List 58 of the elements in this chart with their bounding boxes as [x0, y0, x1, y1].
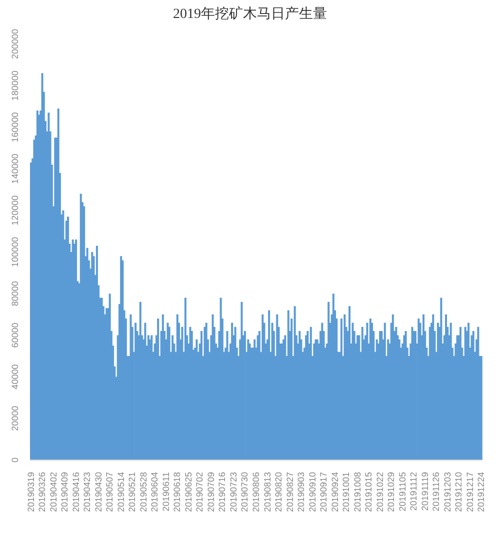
- x-tick-label: 20190730: [240, 472, 250, 512]
- chart-title: 2019年挖矿木马日产生量: [172, 7, 328, 22]
- x-tick-label: 20191224: [476, 472, 486, 512]
- x-tick-label: 20190521: [127, 472, 138, 512]
- x-tick-label: 20190514: [116, 472, 126, 512]
- x-tick-label: 20191112: [408, 472, 419, 511]
- x-tick-label: 20191203: [442, 472, 452, 512]
- x-tick-label: 20191126: [431, 472, 442, 512]
- x-tick-label: 20190924: [330, 472, 340, 512]
- y-tick-label: 80000: [10, 281, 20, 306]
- x-tick-label: 20190611: [160, 472, 171, 512]
- x-tick-label: 20190625: [183, 472, 194, 512]
- x-tick-label: 20190319: [26, 472, 36, 512]
- x-tick-label: 20190618: [172, 472, 182, 512]
- x-tick-label: 20190910: [307, 472, 318, 512]
- x-tick-label: 20190326: [37, 472, 48, 512]
- x-tick-label: 20191119: [420, 472, 430, 511]
- bar: [130, 314, 132, 460]
- x-tick-label: 20190528: [138, 472, 148, 512]
- x-tick-label: 20190813: [262, 472, 272, 512]
- bar: [240, 302, 243, 460]
- y-tick-label: 120000: [10, 195, 20, 226]
- x-tick-label: 20191001: [341, 472, 352, 512]
- y-tick-label: 200000: [10, 28, 20, 60]
- x-tick-label: 20190723: [228, 472, 238, 512]
- x-tick-label: 20190409: [60, 472, 70, 512]
- y-tick-label: 160000: [10, 112, 20, 142]
- x-tick-label: 20190702: [194, 472, 205, 512]
- y-tick-label: 20000: [10, 406, 20, 431]
- x-tick-label: 20190709: [206, 472, 216, 512]
- y-tick-label: 0: [10, 457, 20, 463]
- x-tick-label: 20190430: [93, 472, 104, 512]
- x-tick-label: 20190917: [318, 472, 329, 512]
- x-tick-label: 20190820: [274, 472, 284, 512]
- x-tick-label: 20190507: [104, 472, 115, 512]
- y-tick-label: 40000: [10, 364, 20, 390]
- x-tick-label: 20191105: [397, 472, 408, 512]
- y-tick-label: 180000: [10, 70, 20, 101]
- bar: [344, 314, 346, 460]
- x-tick-label: 20191022: [374, 472, 385, 512]
- x-tick-label: 20191029: [386, 472, 396, 512]
- x-tick-label: 20190416: [70, 472, 81, 512]
- x-tick-label: 20190604: [150, 472, 160, 512]
- bar: [440, 298, 442, 460]
- bar: [122, 260, 124, 460]
- x-tick-label: 20190402: [48, 472, 58, 512]
- y-tick-label: 140000: [10, 154, 20, 184]
- x-tick-label: 20190827: [284, 472, 295, 512]
- x-tick-label: 20190716: [217, 472, 228, 512]
- x-tick-label: 20191015: [364, 472, 374, 512]
- x-tick-label: 20191210: [454, 472, 464, 512]
- x-tick-label: 20190903: [296, 472, 306, 512]
- x-tick-label: 20191217: [464, 472, 475, 512]
- y-tick-label: 60000: [10, 322, 20, 348]
- x-tick-label: 20191008: [352, 472, 362, 512]
- x-tick-label: 20190423: [82, 472, 92, 512]
- x-tick-label: 20190806: [251, 472, 261, 512]
- y-tick-label: 100000: [10, 236, 20, 268]
